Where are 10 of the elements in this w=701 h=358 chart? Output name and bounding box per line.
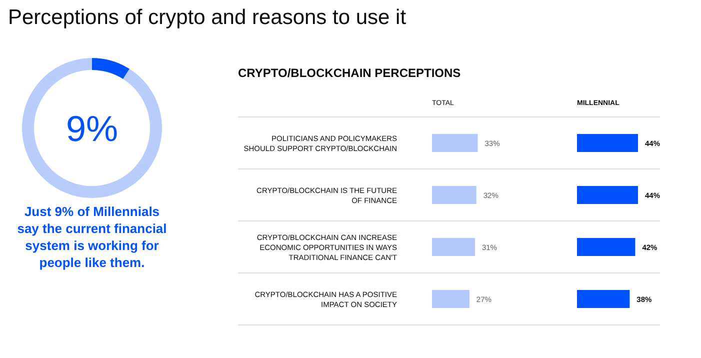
chart-title: CRYPTO/BLOCKCHAIN PERCEPTIONS <box>238 66 461 80</box>
donut-slice <box>22 58 162 198</box>
bar <box>432 134 478 152</box>
text: Perceptions of crypto and reasons to use it <box>8 6 406 29</box>
donut-slice <box>92 58 130 80</box>
text: Just 9% of Millennials say the current financial system is working for people like them. <box>17 204 167 270</box>
bar <box>432 186 476 204</box>
text: 9% <box>66 108 118 149</box>
bar <box>432 290 470 308</box>
bar <box>432 238 475 256</box>
